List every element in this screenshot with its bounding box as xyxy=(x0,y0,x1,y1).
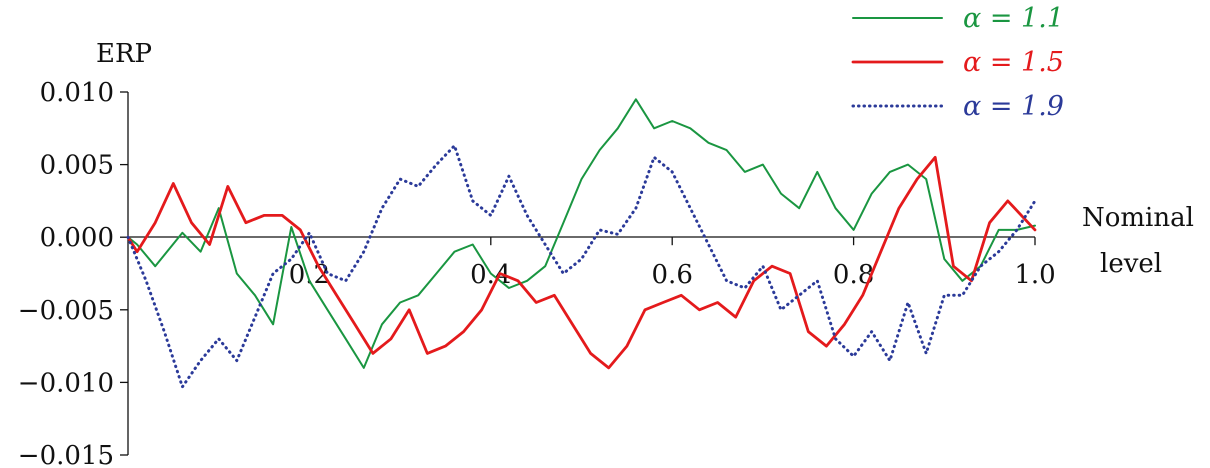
x-axis-title-line-1: Nominal xyxy=(1082,203,1194,233)
x-axis-title-line-2: level xyxy=(1100,249,1162,279)
legend-label-3: α = 1.9 xyxy=(963,91,1064,122)
y-axis-title: ERP xyxy=(96,39,152,69)
y-tick-label: 0.010 xyxy=(40,78,114,108)
y-tick-label: −0.005 xyxy=(18,296,114,326)
y-tick-label: −0.015 xyxy=(18,441,114,468)
series-line-3 xyxy=(126,144,1037,389)
y-tick-label: 0.005 xyxy=(40,151,114,181)
legend-label-1: α = 1.1 xyxy=(963,3,1064,34)
x-axis-title: Nominal level xyxy=(1082,203,1202,279)
x-tick-label: 1.0 xyxy=(1014,260,1055,290)
x-tick-label: 0.6 xyxy=(652,260,693,290)
series-line-2 xyxy=(126,155,1037,370)
series-line-1 xyxy=(127,98,1036,369)
legend-label-2: α = 1.5 xyxy=(963,47,1064,78)
x-axis-ticks: 0.2 0.4 0.6 0.8 1.0 xyxy=(289,237,1056,290)
y-tick-label: −0.010 xyxy=(18,368,114,398)
legend: α = 1.1 α = 1.5 α = 1.9 xyxy=(851,3,1064,122)
y-axis-ticks: 0.010 0.005 0.000 −0.005 −0.010 −0.015 xyxy=(18,78,128,468)
y-tick-label: 0.000 xyxy=(40,223,114,253)
plot-lines xyxy=(126,98,1037,389)
